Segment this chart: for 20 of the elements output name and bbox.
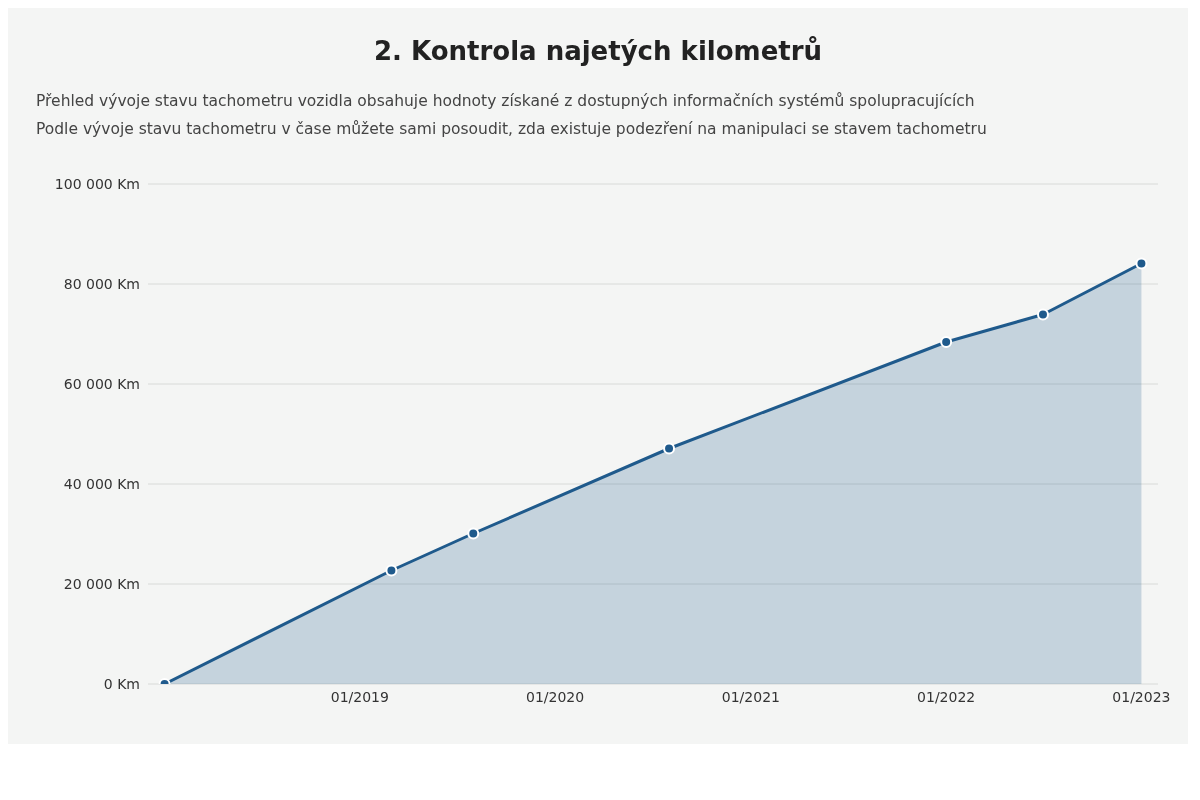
x-tick-label: 01/2021 — [721, 688, 780, 705]
y-tick-label: 100 000 Km — [54, 175, 140, 192]
x-tick-label: 01/2020 — [526, 688, 585, 705]
point — [1036, 308, 1049, 321]
point — [1135, 257, 1148, 270]
point — [663, 442, 676, 455]
y-tick-label: 0 Km — [103, 675, 140, 692]
x-tick-label: 01/2019 — [330, 688, 389, 705]
point — [940, 336, 953, 348]
x-tick-label: 01/2023 — [1112, 688, 1171, 705]
chart-title: 2. Kontrola najetých kilometrů — [372, 35, 824, 68]
x-tick-label: 01/2022 — [917, 688, 976, 705]
text: Podle vývoje stavu tachometru v čase můžete sami posoudit, zda existuje podezření na manipulaci se stavem tachometru — [35, 119, 988, 140]
point — [385, 564, 398, 577]
y-tick-label: 20 000 Km — [63, 575, 140, 592]
y-tick-label: 60 000 Km — [63, 375, 140, 392]
point — [467, 527, 480, 540]
y-tick-label: 40 000 Km — [63, 475, 140, 492]
text: Přehled vývoje stavu tachometru vozidla obsahuje hodnoty získané z dostupných informačních systémů spolupracujících — [35, 91, 976, 112]
y-tick-label: 80 000 Km — [63, 275, 140, 292]
